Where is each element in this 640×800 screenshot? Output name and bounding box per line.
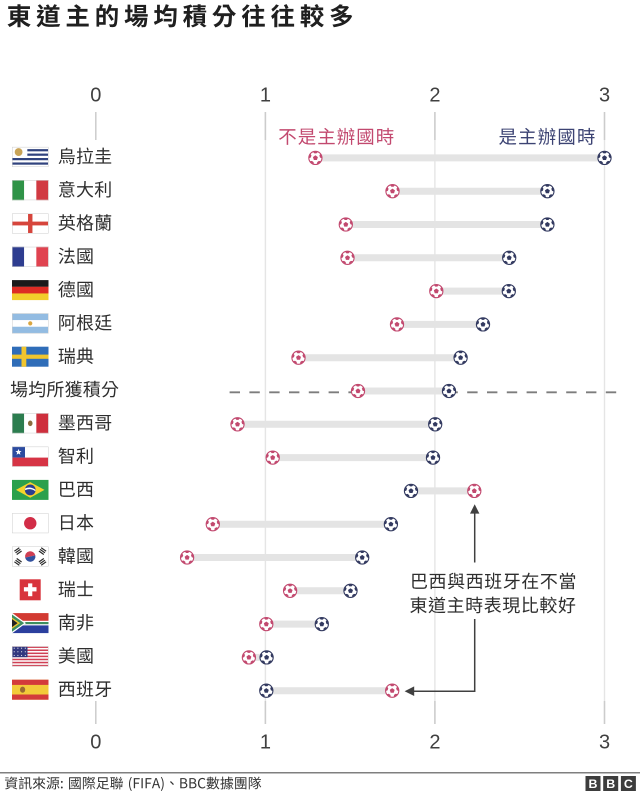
svg-text:0: 0: [90, 732, 101, 754]
svg-text:0: 0: [90, 84, 101, 106]
svg-text:2: 2: [429, 732, 440, 754]
svg-text:2: 2: [429, 84, 440, 106]
svg-text:1: 1: [260, 732, 271, 754]
svg-text:3: 3: [599, 84, 610, 106]
svg-text:C: C: [624, 777, 633, 791]
svg-text:1: 1: [260, 84, 271, 106]
svg-text:B: B: [606, 777, 615, 791]
svg-text:3: 3: [599, 732, 610, 754]
svg-text:B: B: [589, 777, 598, 791]
